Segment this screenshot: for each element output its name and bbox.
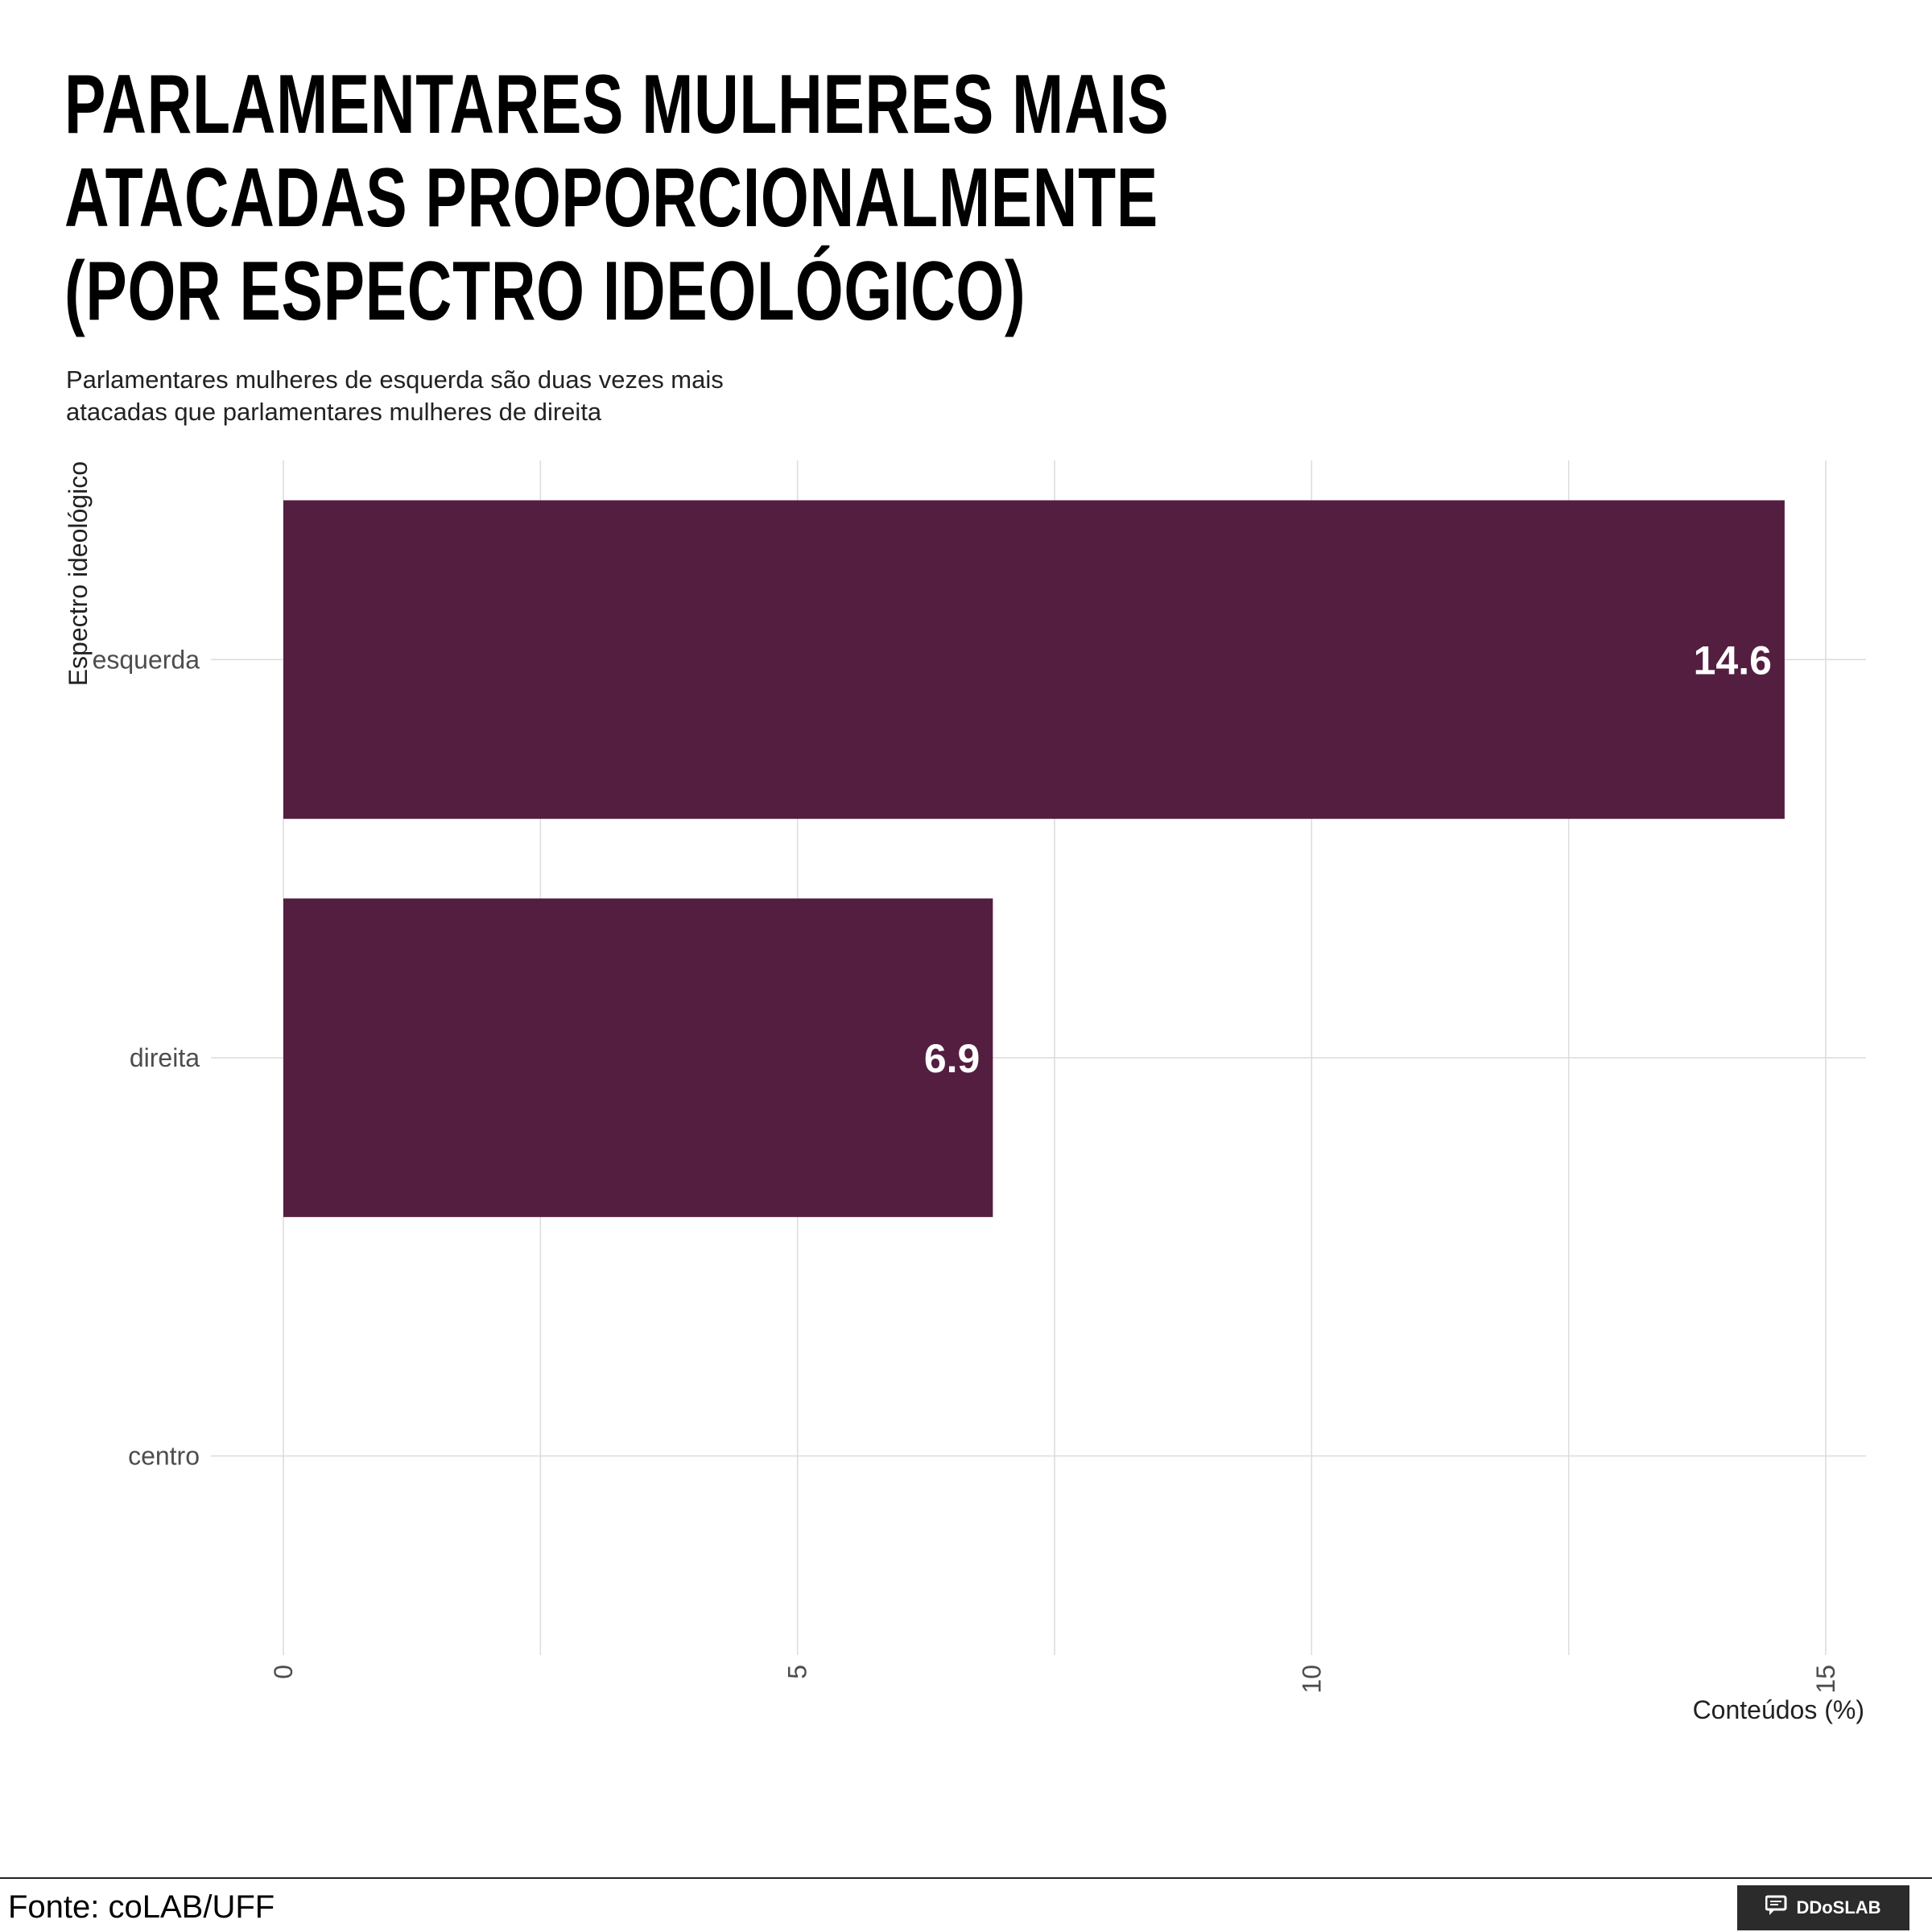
source-note: Fonte: coLAB/UFF bbox=[8, 1889, 275, 1925]
y-tick-label-esquerda: esquerda bbox=[93, 645, 200, 674]
x-tick-label: 5 bbox=[783, 1665, 812, 1679]
x-axis-label: Conteúdos (%) bbox=[1693, 1695, 1864, 1724]
bar-direita bbox=[283, 898, 993, 1217]
y-tick-labels: esquerda direita centro bbox=[93, 645, 200, 1470]
bar-esquerda bbox=[283, 500, 1785, 819]
data-label-esquerda: 14.6 bbox=[1694, 638, 1772, 683]
data-label-direita: 6.9 bbox=[924, 1036, 980, 1081]
bar-chart: 14.6 6.9 esquerda direita centro 0 5 10 15 Con… bbox=[64, 460, 1866, 1724]
chat-bubble-icon bbox=[1765, 1895, 1790, 1921]
y-tick-label-direita: direita bbox=[130, 1043, 200, 1072]
chart-title: PARLAMENTARES MULHERES MAIS ATACADAS PRO… bbox=[64, 58, 1170, 338]
data-labels: 14.6 6.9 bbox=[924, 638, 1772, 1081]
logo-text: DDoSLAB bbox=[1796, 1897, 1881, 1918]
x-tick-label: 15 bbox=[1811, 1665, 1840, 1694]
x-tick-labels: 0 5 10 15 bbox=[269, 1665, 1840, 1694]
chart-subtitle: Parlamentares mulheres de esquerda são d… bbox=[66, 365, 724, 426]
x-tick-label: 0 bbox=[269, 1665, 298, 1679]
y-tick-label-centro: centro bbox=[128, 1442, 200, 1471]
y-axis-label: Espectro ideológico bbox=[64, 461, 93, 686]
bars bbox=[283, 500, 1785, 1217]
x-tick-label: 10 bbox=[1297, 1665, 1326, 1694]
ddoslab-logo: DDoSLAB bbox=[1737, 1885, 1909, 1930]
footer-divider bbox=[0, 1877, 1932, 1879]
